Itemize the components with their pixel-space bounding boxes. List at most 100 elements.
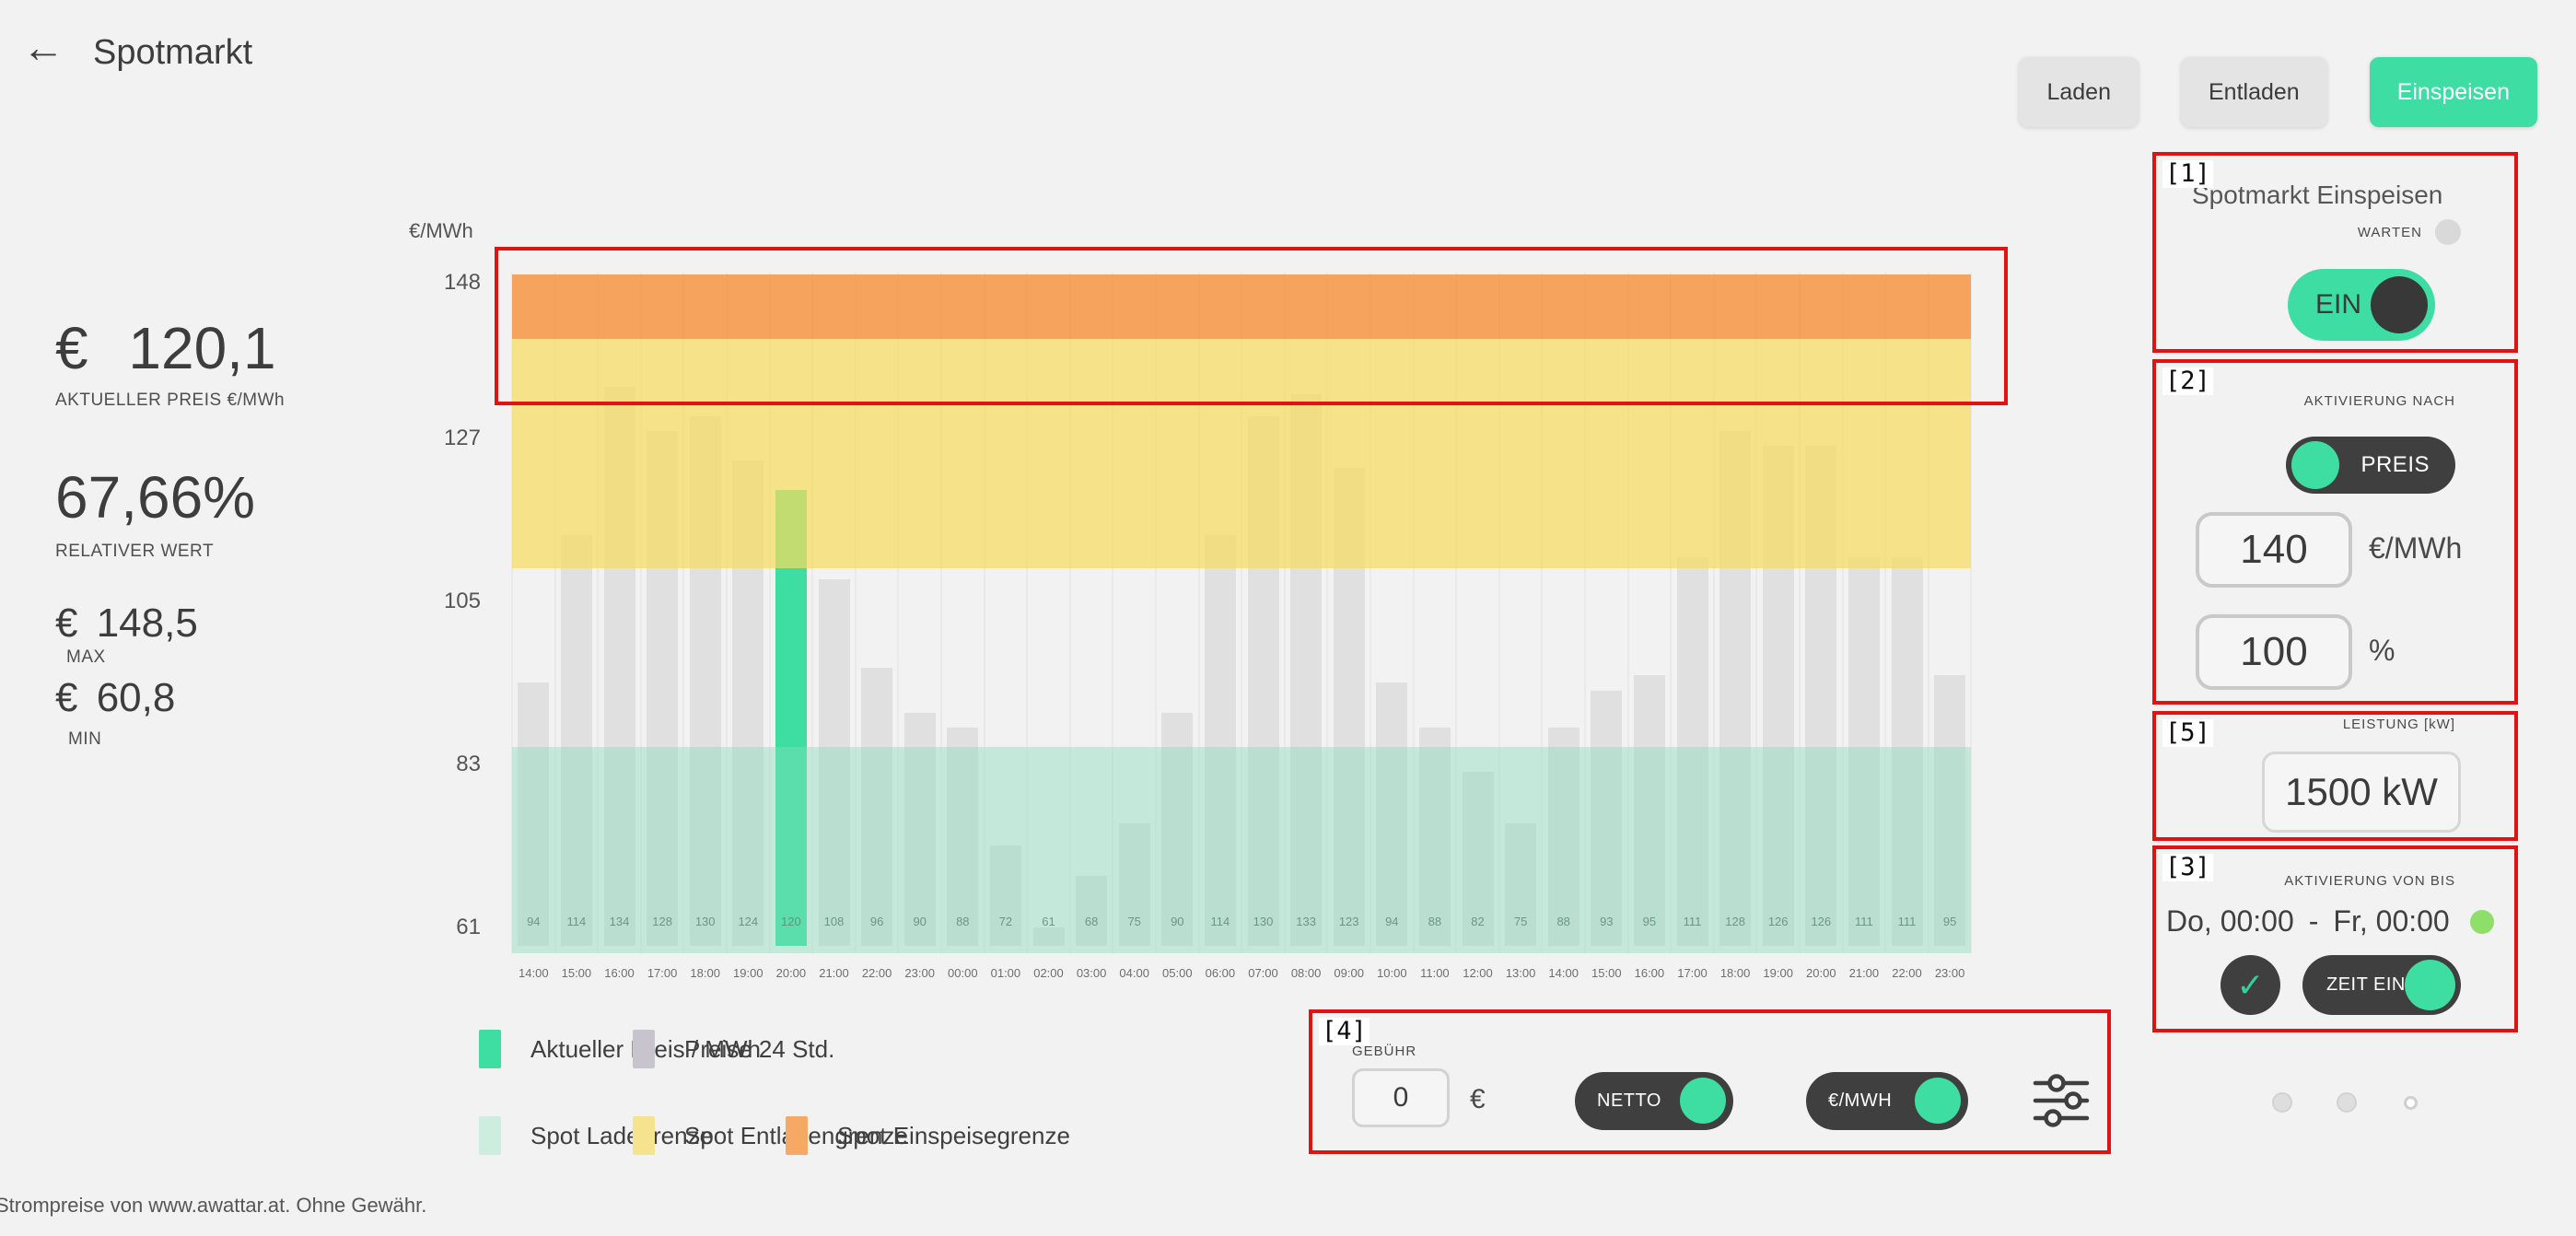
price-unit-toggle[interactable]: €/MWH: [1806, 1072, 1968, 1130]
price-bar[interactable]: [1891, 556, 1923, 946]
time-to[interactable]: Fr, 00:00: [2333, 904, 2450, 938]
mode-button-entladen[interactable]: Entladen: [2180, 57, 2327, 127]
price-unit-toggle-knob: [1915, 1078, 1961, 1124]
legend-swatch-icon: [786, 1116, 808, 1155]
min-price-value: € 60,8: [55, 675, 176, 720]
bar-value-label: 130: [1253, 915, 1274, 928]
feed-in-on-toggle[interactable]: EIN: [2288, 269, 2435, 341]
price-bar[interactable]: [1591, 690, 1623, 946]
activation-time-range[interactable]: Do, 00:00 - Fr, 00:00: [2166, 904, 2494, 939]
price-bar[interactable]: [1076, 875, 1108, 946]
bar-value-label: 128: [652, 915, 672, 928]
mode-button-laden[interactable]: Laden: [2019, 57, 2139, 127]
current-price-label: AKTUELLER PREIS €/MWh: [55, 391, 286, 410]
price-bar[interactable]: [1934, 675, 1966, 946]
feed-in-status-row: WARTEN: [2207, 219, 2461, 245]
pagination-dot[interactable]: [2404, 1096, 2418, 1110]
price-bar[interactable]: [1376, 682, 1408, 946]
percent-threshold-input[interactable]: [2196, 614, 2352, 690]
price-bar[interactable]: [1505, 823, 1537, 946]
time-from[interactable]: Do, 00:00: [2166, 904, 2294, 938]
x-tick-label: 05:00: [1162, 966, 1193, 980]
bar-value-label: 126: [1767, 915, 1789, 928]
grid-line: [1541, 273, 1543, 953]
x-tick-label: 20:00: [1806, 966, 1836, 980]
price-bar[interactable]: [989, 845, 1021, 946]
price-bar[interactable]: [1418, 727, 1451, 946]
price-mode-toggle[interactable]: PREIS: [2286, 437, 2455, 494]
price-bar[interactable]: [1633, 675, 1665, 946]
price-bar[interactable]: [1719, 430, 1752, 946]
price-bar[interactable]: [1204, 534, 1236, 946]
activation-time-label: AKTIVIERUNG VON BIS: [2284, 873, 2455, 889]
price-bar[interactable]: [1118, 823, 1150, 946]
grid-line: [726, 273, 728, 953]
legend-swatch-icon: [633, 1030, 655, 1068]
price-bar[interactable]: [861, 668, 893, 946]
bar-value-label: 128: [1725, 915, 1745, 928]
x-tick-label: 11:00: [1420, 966, 1450, 980]
price-bar[interactable]: [732, 461, 764, 946]
netto-toggle[interactable]: NETTO: [1575, 1072, 1733, 1130]
bar-value-label: 75: [1127, 915, 1141, 928]
fee-label: GEBÜHR: [1352, 1044, 1417, 1059]
x-tick-label: 01:00: [990, 966, 1021, 980]
current-price-bar[interactable]: [775, 490, 807, 946]
grid-line: [1928, 273, 1929, 953]
price-bar[interactable]: [1247, 415, 1279, 946]
price-bar[interactable]: [947, 727, 979, 946]
pagination-dot[interactable]: [2272, 1092, 2292, 1113]
price-bar[interactable]: [647, 430, 679, 946]
netto-toggle-label: NETTO: [1597, 1090, 1661, 1111]
mode-button-einspeisen[interactable]: Einspeisen: [2369, 57, 2537, 127]
grid-line: [1498, 273, 1500, 953]
x-tick-label: 16:00: [604, 966, 635, 980]
pagination-dot[interactable]: [2337, 1092, 2357, 1113]
price-bar[interactable]: [818, 578, 850, 946]
price-bar[interactable]: [903, 712, 936, 946]
fee-input[interactable]: [1352, 1068, 1450, 1127]
back-icon[interactable]: ←: [22, 23, 64, 71]
price-bar[interactable]: [1161, 712, 1194, 946]
power-input[interactable]: [2262, 752, 2461, 833]
bar-value-label: 126: [1811, 915, 1832, 928]
price-bar[interactable]: [1032, 927, 1065, 946]
grid-line: [1842, 273, 1844, 953]
price-bar[interactable]: [1805, 446, 1837, 946]
price-bar[interactable]: [1333, 468, 1365, 946]
time-enable-toggle[interactable]: ZEIT EIN: [2302, 955, 2461, 1015]
confirm-time-button[interactable]: ✓: [2220, 955, 2280, 1015]
price-bar[interactable]: [560, 534, 592, 946]
price-threshold-input[interactable]: [2196, 512, 2352, 588]
netto-toggle-knob: [1680, 1078, 1726, 1124]
price-bar[interactable]: [518, 682, 550, 946]
price-bar[interactable]: [1847, 556, 1880, 946]
x-tick-label: 02:00: [1033, 966, 1064, 980]
price-bar[interactable]: [603, 386, 635, 946]
grid-line: [1155, 273, 1157, 953]
price-bar[interactable]: [1462, 772, 1494, 946]
x-tick-label: 00:00: [948, 966, 978, 980]
price-bar[interactable]: [1676, 556, 1708, 946]
grid-line: [1755, 273, 1757, 953]
sliders-icon[interactable]: [2032, 1071, 2091, 1130]
bar-value-label: 134: [609, 915, 630, 928]
feed-in-on-toggle-knob: [2371, 276, 2428, 333]
feed-in-panel-title: Spotmarkt Einspeisen: [2192, 181, 2443, 209]
bar-value-label: 90: [913, 915, 927, 928]
bar-value-label: 111: [1683, 915, 1702, 928]
relative-value: 67,66%: [55, 464, 256, 531]
price-bar[interactable]: [689, 415, 721, 946]
x-tick-label: 10:00: [1377, 966, 1407, 980]
bar-value-label: 108: [823, 915, 845, 928]
price-bar[interactable]: [1290, 393, 1323, 946]
bar-value-label: 133: [1296, 915, 1316, 928]
x-tick-label: 04:00: [1119, 966, 1149, 980]
footer-disclaimer: Strompreise von www.awattar.at. Ohne Gew…: [0, 1194, 427, 1217]
x-tick-label: 09:00: [1334, 966, 1364, 980]
price-bar[interactable]: [1762, 446, 1794, 946]
price-bar[interactable]: [1547, 727, 1579, 946]
bar-value-label: 75: [1513, 915, 1528, 928]
grid-line: [1584, 273, 1586, 953]
max-price-value: € 148,5: [55, 601, 198, 646]
